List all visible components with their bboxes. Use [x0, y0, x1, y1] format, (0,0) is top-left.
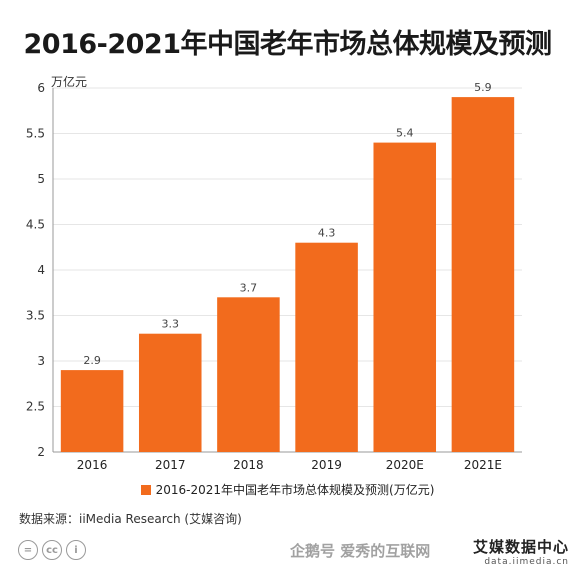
legend: 2016-2021年中国老年市场总体规模及预测(万亿元) [0, 481, 575, 498]
y-tick-label: 5 [37, 172, 45, 186]
watermark: 企鹅号 爱秀的互联网 [290, 542, 431, 560]
y-tick-label: 2 [37, 445, 45, 459]
y-tick-label: 3.5 [26, 309, 45, 323]
brand-logo: 艾媒数据中心 data.iimedia.cn [473, 536, 569, 567]
bar [295, 242, 358, 452]
equal-icon: = [18, 540, 38, 560]
y-tick-label: 2.5 [26, 400, 45, 414]
x-tick-label: 2019 [311, 458, 342, 472]
y-tick-label: 6 [37, 81, 45, 95]
data-label: 2.9 [83, 354, 101, 367]
y-tick-label: 4.5 [26, 218, 45, 232]
source-note: 数据来源：iiMedia Research (艾媒咨询) [19, 512, 242, 526]
y-tick-label: 3 [37, 354, 45, 368]
data-label: 3.7 [240, 281, 258, 294]
y-tick-label: 4 [37, 263, 45, 277]
x-tick-label: 2021E [464, 458, 502, 472]
attribution-icon: i [66, 540, 86, 560]
bar [60, 370, 124, 452]
brand-name: 艾媒数据中心 [472, 538, 569, 556]
data-label: 5.4 [396, 127, 414, 140]
bar-chart: 2 2.5 3 3.5 4 4.5 5 5.5 6 2.9 2016 3.3 2017 3.7 2018 4.… [26, 81, 522, 472]
x-tick-label: 2017 [155, 458, 186, 472]
data-label: 3.3 [162, 318, 180, 331]
brand-domain: data.iimedia.cn [484, 557, 569, 567]
legend-swatch [140, 484, 151, 495]
y-axis-unit: 万亿元 [51, 75, 88, 89]
x-tick-label: 2020E [386, 458, 424, 472]
bar [138, 333, 202, 452]
legend-label: 2016-2021年中国老年市场总体规模及预测(万亿元) [155, 483, 435, 497]
bar [451, 97, 515, 452]
bar [373, 142, 437, 452]
bar [217, 297, 280, 452]
cc-icon: cc [42, 540, 62, 560]
license-icons: = cc i [18, 540, 86, 560]
data-label: 4.3 [318, 227, 336, 240]
y-tick-label: 5.5 [26, 127, 45, 141]
chart-title: 2016-2021年中国老年市场总体规模及预测 [23, 29, 553, 60]
x-tick-label: 2016 [77, 458, 108, 472]
x-tick-label: 2018 [233, 458, 264, 472]
data-label: 5.9 [474, 81, 492, 94]
